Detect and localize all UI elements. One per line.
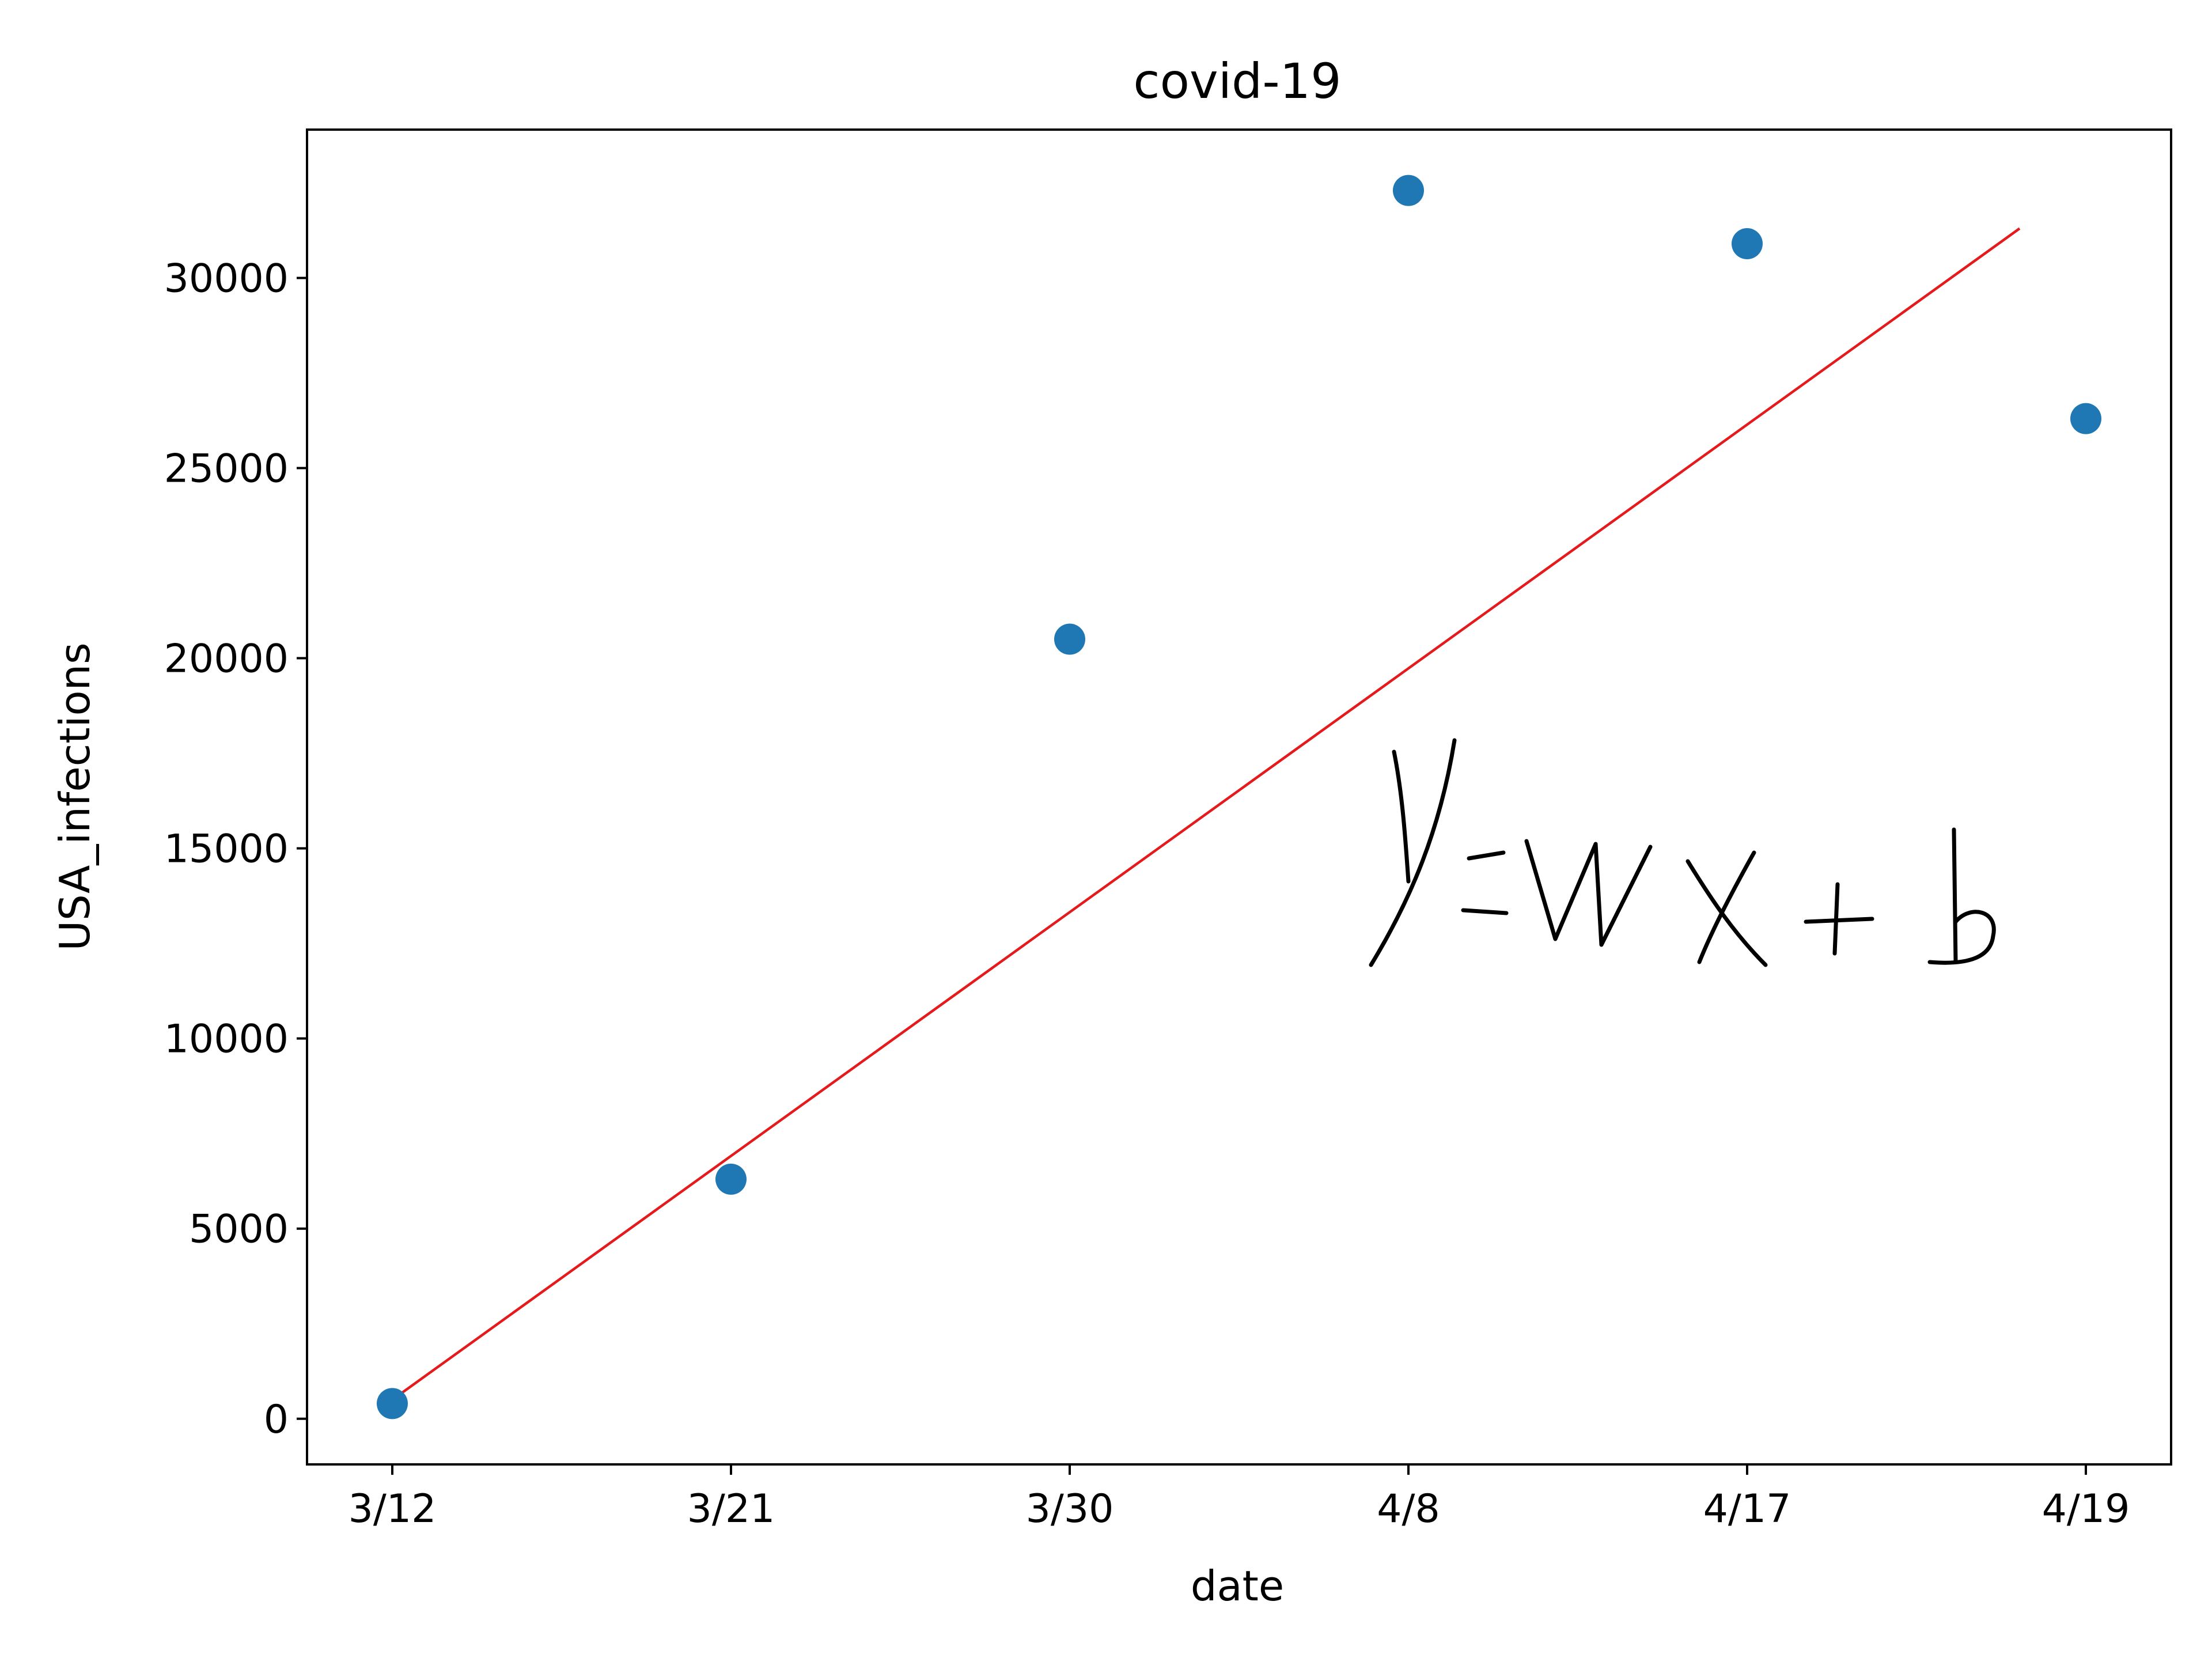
data-point [715,1163,747,1195]
plot-frame [306,128,2172,1466]
data-point [1054,623,1085,655]
x-tick-label: 3/21 [687,1486,775,1532]
y-tick-label: 30000 [164,256,289,301]
data-point [2070,403,2101,434]
regression-line [391,227,2021,1401]
y-axis-label: USA_infections [51,642,99,951]
chart-title: covid-19 [1133,53,1341,109]
x-axis-label: date [1191,1562,1284,1610]
x-tick-label: 3/30 [1026,1486,1114,1532]
y-tick-label: 0 [264,1397,289,1443]
scatter-points [377,175,2101,1419]
y-tick-label: 25000 [164,446,289,492]
y-tick-label: 5000 [189,1207,289,1252]
x-axis-ticks: 3/12 3/21 3/30 4/8 4/17 4/19 [349,1464,2130,1532]
x-tick-label: 4/17 [1703,1486,1791,1532]
fit-line-layer [391,227,2021,1401]
handwritten-equation-icon [1369,738,1996,967]
x-tick-label: 4/8 [1377,1486,1440,1532]
x-tick-label: 3/12 [349,1486,437,1532]
x-tick-label: 4/19 [2042,1486,2130,1532]
data-point [1393,175,1424,206]
data-point [377,1388,408,1419]
data-point [1732,228,1763,260]
y-tick-label: 10000 [164,1017,289,1062]
y-tick-label: 20000 [164,637,289,682]
y-tick-label: 15000 [164,827,289,872]
y-axis-ticks: 0 5000 10000 15000 20000 25000 30000 [164,256,307,1443]
